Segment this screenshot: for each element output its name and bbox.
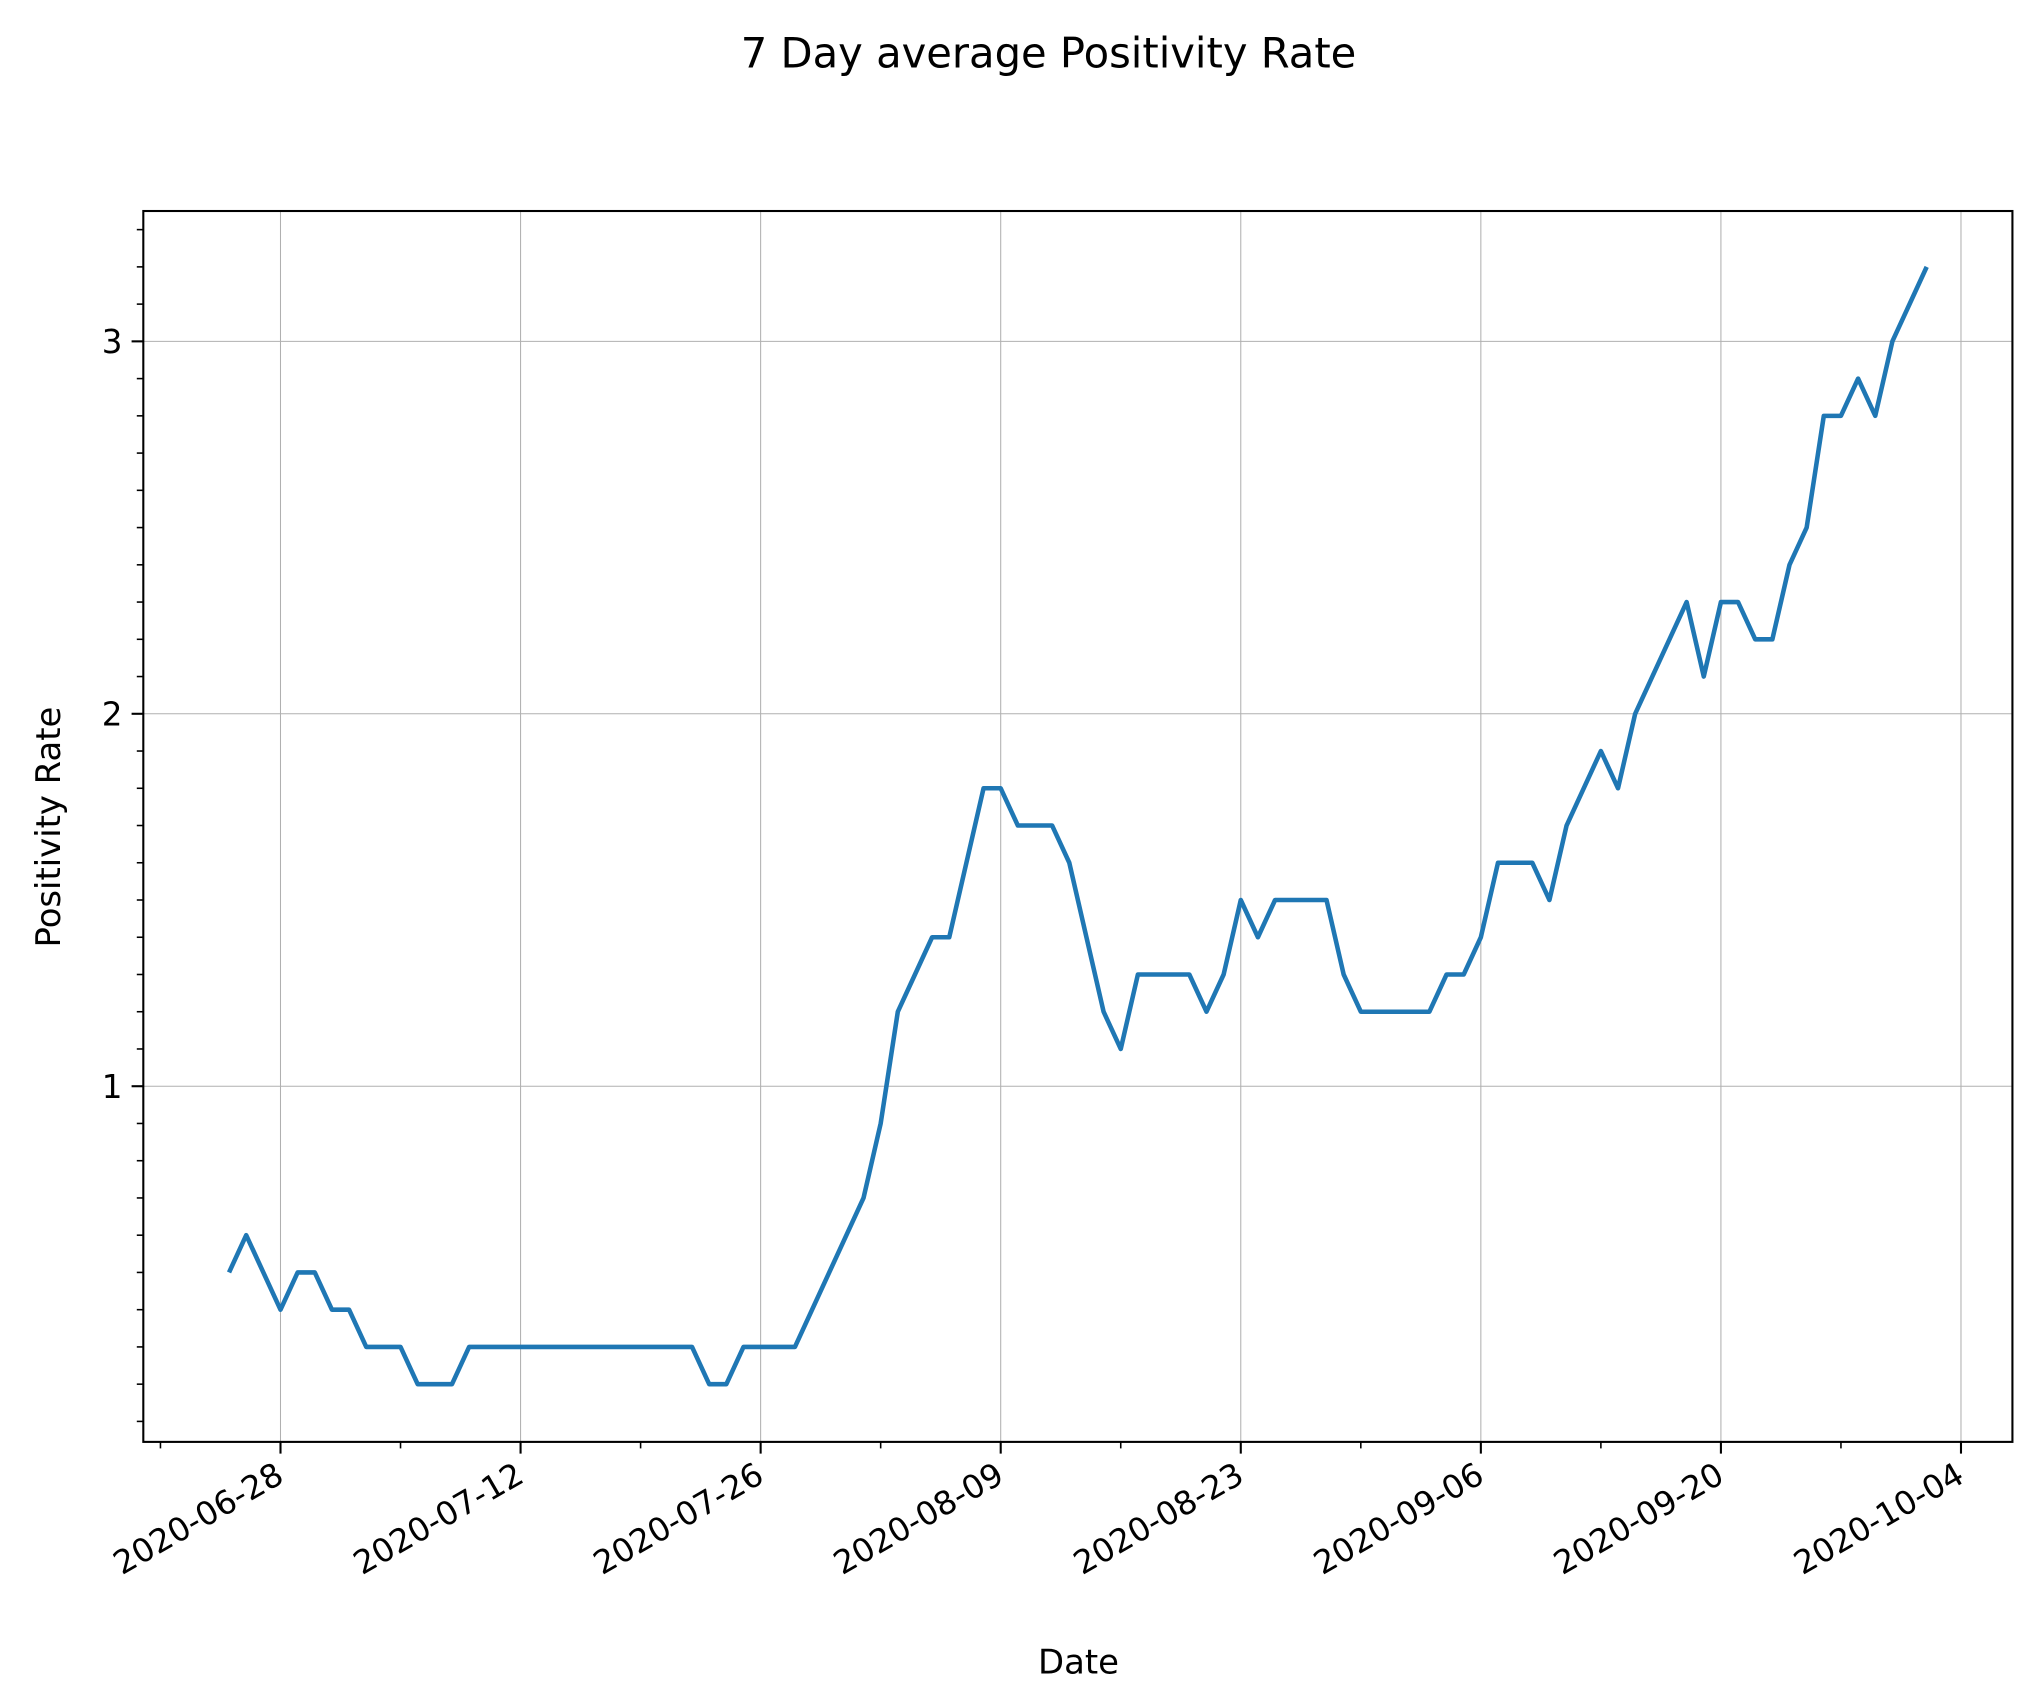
x-tick-label: 2020-07-12 bbox=[347, 1455, 530, 1582]
x-tick-label: 2020-09-20 bbox=[1547, 1455, 1730, 1582]
x-tick-label: 2020-09-06 bbox=[1307, 1455, 1490, 1582]
data-line bbox=[226, 265, 1929, 1387]
x-tick-label: 2020-08-09 bbox=[827, 1455, 1010, 1582]
x-tick-label: 2020-08-23 bbox=[1067, 1455, 1250, 1582]
y-tick-label: 3 bbox=[102, 323, 123, 361]
x-tick-label: 2020-10-04 bbox=[1787, 1455, 1970, 1582]
plot-frame bbox=[142, 209, 2014, 1443]
x-tick-label: 2020-06-28 bbox=[107, 1455, 290, 1582]
y-axis-label: Positivity Rate bbox=[29, 707, 68, 948]
x-axis-label: Date bbox=[1038, 1643, 1119, 1682]
x-tick-label: 2020-07-26 bbox=[587, 1455, 770, 1582]
y-tick-label: 1 bbox=[102, 1068, 123, 1106]
y-tick-label: 2 bbox=[102, 696, 123, 734]
chart-title: 7 Day average Positivity Rate bbox=[741, 29, 1357, 78]
